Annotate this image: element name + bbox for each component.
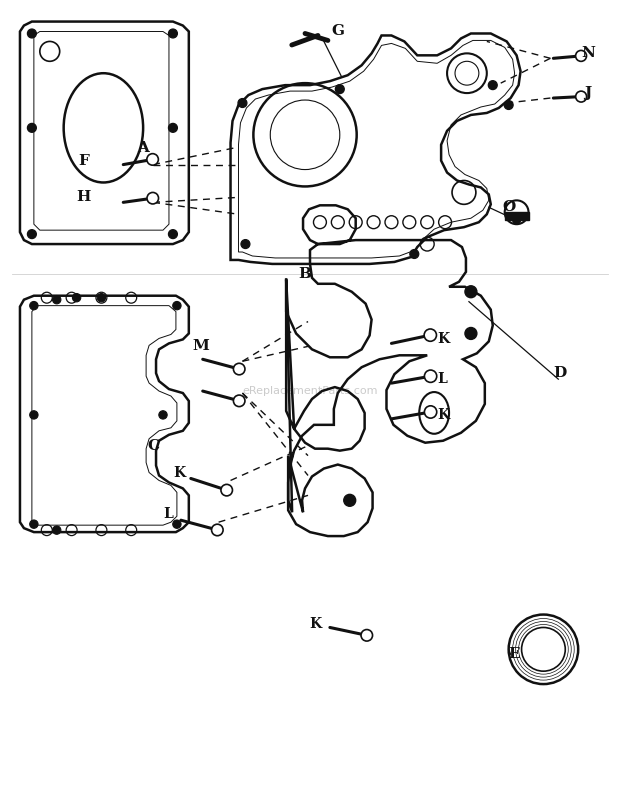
Polygon shape	[505, 212, 528, 220]
Circle shape	[465, 328, 477, 340]
Circle shape	[575, 50, 587, 62]
Circle shape	[30, 411, 38, 419]
Circle shape	[343, 494, 356, 506]
Circle shape	[147, 154, 158, 165]
Text: J: J	[585, 86, 591, 100]
Circle shape	[425, 406, 436, 418]
Circle shape	[53, 296, 61, 304]
Text: N: N	[581, 46, 595, 60]
Circle shape	[233, 364, 245, 375]
Circle shape	[30, 520, 38, 529]
Circle shape	[27, 230, 37, 239]
Text: eReplacementParts.com: eReplacementParts.com	[242, 386, 378, 396]
Circle shape	[73, 293, 81, 302]
Circle shape	[410, 250, 418, 259]
Text: L: L	[437, 372, 447, 386]
Circle shape	[97, 293, 105, 302]
Circle shape	[169, 29, 177, 38]
Circle shape	[169, 230, 177, 239]
Text: H: H	[76, 191, 91, 204]
Circle shape	[241, 239, 250, 248]
Circle shape	[504, 101, 513, 110]
Circle shape	[27, 29, 37, 38]
Circle shape	[53, 526, 61, 534]
Text: B: B	[299, 267, 311, 281]
Text: F: F	[78, 154, 89, 167]
Circle shape	[173, 301, 181, 310]
Text: D: D	[554, 366, 567, 380]
Circle shape	[30, 301, 38, 310]
Text: K: K	[437, 332, 450, 346]
Circle shape	[169, 123, 177, 132]
Circle shape	[27, 123, 37, 132]
Text: M: M	[192, 340, 209, 353]
Circle shape	[513, 216, 521, 224]
Text: K: K	[174, 465, 186, 480]
Circle shape	[147, 192, 159, 204]
Text: L: L	[163, 507, 173, 521]
Circle shape	[575, 91, 587, 102]
Text: K: K	[309, 618, 322, 631]
Text: G: G	[331, 25, 344, 38]
Circle shape	[361, 630, 373, 641]
Circle shape	[489, 81, 497, 90]
Circle shape	[465, 286, 477, 298]
Circle shape	[424, 329, 436, 341]
Circle shape	[159, 411, 167, 419]
Circle shape	[425, 370, 436, 382]
Circle shape	[221, 485, 232, 496]
Circle shape	[211, 524, 223, 536]
Text: A: A	[137, 141, 149, 155]
Circle shape	[238, 99, 247, 107]
Text: K: K	[437, 408, 450, 422]
Text: C: C	[147, 439, 159, 453]
Circle shape	[233, 395, 245, 407]
Text: O: O	[502, 200, 515, 215]
Circle shape	[173, 520, 181, 529]
Circle shape	[335, 85, 344, 94]
Text: E: E	[508, 647, 520, 662]
